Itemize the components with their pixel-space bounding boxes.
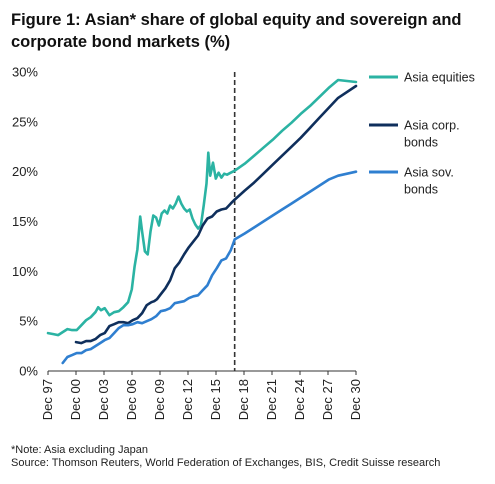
footnote: *Note: Asia excluding Japan (11, 444, 148, 456)
legend-label-2: Asia corp. (404, 119, 460, 133)
x-tick-label: Dec 06 (124, 379, 139, 420)
y-tick-label: 20% (12, 164, 38, 179)
legend-label-3: Asia sov. (404, 166, 454, 180)
chart-title: Figure 1: Asian* share of global equity … (11, 11, 462, 51)
series-layer (46, 78, 358, 365)
y-tick-label: 15% (12, 214, 38, 229)
legend-label-2: bonds (404, 136, 438, 150)
series-line-2 (74, 84, 358, 345)
x-tick-label: Dec 18 (236, 379, 251, 420)
x-tick-label: Dec 97 (40, 379, 55, 420)
x-tick-label: Dec 30 (348, 379, 363, 420)
series-line-3 (61, 170, 358, 365)
x-tick-label: Dec 27 (320, 379, 335, 420)
x-tick-label: Dec 00 (68, 379, 83, 420)
x-tick-label: Dec 21 (264, 379, 279, 420)
y-tick-label: 0% (19, 364, 38, 379)
y-tick-label: 5% (19, 314, 38, 329)
y-tick-label: 25% (12, 114, 38, 129)
line-chart: 0% 5% 10% 15% 20% 25% 30% Dec 97 Dec 00 Dec 03 Dec… (12, 65, 475, 421)
legend-label-3: bonds (404, 183, 438, 197)
source-note: Source: Thomson Reuters, World Federatio… (11, 457, 441, 469)
legend-label-1: Asia equities (404, 71, 475, 85)
series-line-1 (46, 78, 358, 337)
legend: Asia equities Asia corp. bonds Asia sov. bon… (369, 71, 475, 197)
x-tick-label: Dec 03 (96, 379, 111, 420)
y-tick-label: 30% (12, 65, 38, 80)
x-tick-label: Dec 09 (152, 379, 167, 420)
x-tick-label: Dec 15 (208, 379, 223, 420)
x-tick-label: Dec 24 (292, 379, 307, 420)
y-tick-label: 10% (12, 264, 38, 279)
chart-axes: 0% 5% 10% 15% 20% 25% 30% Dec 97 Dec 00 Dec 03 Dec… (12, 65, 363, 421)
x-tick-label: Dec 12 (180, 379, 195, 420)
